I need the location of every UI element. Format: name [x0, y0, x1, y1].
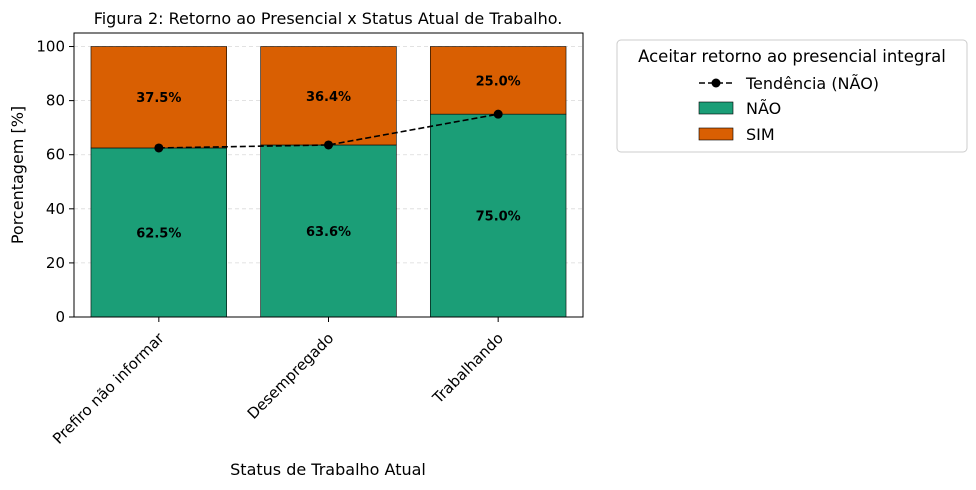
- data-label-nao-1: 63.6%: [306, 225, 351, 240]
- legend: Aceitar retorno ao presencial integral T…: [616, 39, 968, 153]
- x-tick-label: Desempregado: [244, 329, 338, 423]
- legend-label-sim: SIM: [746, 125, 775, 144]
- legend-label-nao: NÃO: [746, 99, 781, 118]
- bar-nao-0: [90, 147, 228, 318]
- data-label-nao-2: 75.0%: [476, 210, 521, 225]
- y-tick-label: 60: [46, 146, 65, 164]
- bar-nao-1: [260, 144, 397, 318]
- data-label-sim-1: 36.4%: [306, 90, 351, 105]
- legend-trend-marker: [711, 78, 721, 88]
- trend-line: [154, 109, 503, 153]
- bar-nao-2: [429, 113, 567, 318]
- trend-point: [324, 140, 333, 150]
- data-labels: 62.5% 37.5% 63.6% 36.4% 75.0% 25.0%: [136, 74, 520, 241]
- chart-title: Figura 2: Retorno ao Presencial x Status…: [94, 9, 563, 28]
- y-axis: 0 20 40 60 80 100: [36, 38, 74, 326]
- bar-sim-2: [429, 46, 567, 115]
- legend-label-trend: Tendência (NÃO): [745, 74, 879, 93]
- x-tick-label: Prefiro não informar: [49, 329, 168, 448]
- data-label-nao-0: 62.5%: [136, 226, 181, 241]
- x-axis: Prefiro não informar Desempregado Trabalha…: [49, 317, 507, 448]
- x-axis-title: Status de Trabalho Atual: [230, 460, 426, 479]
- bars: [90, 46, 567, 318]
- legend-swatch-nao: [698, 101, 734, 115]
- data-label-sim-0: 37.5%: [136, 91, 181, 106]
- x-tick-label: Trabalhando: [428, 329, 507, 408]
- y-tick-label: 20: [46, 254, 65, 272]
- data-label-sim-2: 25.0%: [476, 74, 521, 89]
- y-axis-title: Porcentagem [%]: [8, 106, 27, 244]
- y-tick-label: 0: [55, 308, 65, 326]
- trend-point: [154, 143, 164, 153]
- y-tick-label: 100: [36, 38, 65, 56]
- legend-title: Aceitar retorno ao presencial integral: [638, 47, 946, 66]
- legend-frame: [616, 39, 968, 153]
- trend-polyline: [158, 113, 499, 149]
- legend-swatch-sim: [698, 127, 734, 141]
- bar-sim-1: [260, 46, 397, 146]
- y-tick-label: 80: [46, 92, 65, 110]
- y-tick-label: 40: [46, 200, 65, 218]
- trend-point: [493, 109, 503, 119]
